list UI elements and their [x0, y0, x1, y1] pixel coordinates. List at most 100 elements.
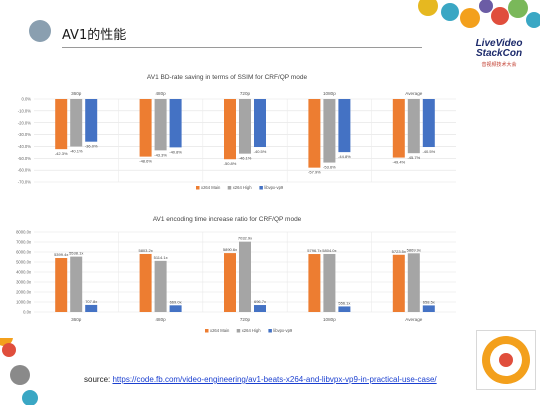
bar: [422, 305, 435, 312]
data-label: 669.0x: [170, 299, 182, 304]
data-label: -48.6%: [139, 159, 152, 164]
category-label: 1080p: [323, 317, 336, 322]
y-tick-label: 0.0x: [23, 310, 32, 315]
bar: [169, 99, 182, 148]
bar: [169, 305, 182, 312]
data-label: 5399.4x: [54, 252, 68, 257]
legend-entry: x264 High: [233, 185, 253, 190]
y-tick-label: 7000.0x: [16, 240, 32, 245]
bar: [85, 304, 98, 312]
bar: [392, 254, 405, 312]
y-tick-label: -60.0%: [18, 168, 32, 173]
bubble-tr-1: [418, 0, 438, 16]
slide-title: AV1的性能: [62, 28, 127, 43]
bubble-left-red: [2, 343, 16, 357]
bar: [392, 99, 405, 158]
data-label: 5869.9x: [407, 247, 421, 252]
data-label: -40.8%: [169, 149, 182, 154]
encoding-time-chart-svg: AV1 encoding time increase ratio for CRF…: [16, 216, 456, 333]
bubble-tr-3: [460, 8, 480, 28]
legend-swatch: [196, 186, 200, 190]
data-label: -40.1%: [70, 149, 83, 154]
bar: [254, 99, 266, 148]
legend-entry: libvpx-vp9: [264, 185, 284, 190]
bar: [308, 254, 321, 312]
bubble-tr-4: [479, 0, 493, 13]
logo-text-stackcon: StackCon: [475, 48, 523, 59]
bar: [239, 241, 251, 312]
data-label: 658.5x: [423, 299, 435, 304]
bar: [70, 99, 83, 147]
bar: [338, 99, 351, 153]
bubble-left-grey: [10, 365, 30, 385]
conference-logo: LiveVideo StackCon 音视频技术大会: [470, 30, 528, 72]
data-label: 5538.1x: [69, 251, 83, 256]
category-label: 720p: [240, 317, 251, 322]
bar: [139, 99, 152, 157]
bar: [154, 99, 167, 151]
data-label: 5804.0x: [322, 248, 336, 253]
y-tick-label: 6000.0x: [16, 250, 32, 255]
category-label: 480p: [155, 91, 166, 96]
chart-title: AV1 BD-rate saving in terms of SSIM for …: [147, 74, 308, 81]
legend-entry: libvpx-vp9: [273, 328, 293, 333]
legend-swatch: [268, 329, 272, 333]
bar: [85, 99, 98, 142]
bd-rate-chart-svg: AV1 BD-rate saving in terms of SSIM for …: [18, 74, 456, 190]
bar: [154, 260, 167, 312]
y-tick-label: 2000.0x: [16, 290, 32, 295]
data-label: 5803.2x: [138, 248, 152, 253]
bar: [70, 256, 83, 312]
data-label: 556.1x: [338, 300, 350, 305]
data-label: 5114.1x: [154, 255, 168, 260]
y-tick-label: 8000.0x: [16, 230, 32, 235]
source-link[interactable]: https://code.fb.com/video-engineering/av…: [112, 375, 437, 384]
bar: [55, 258, 68, 312]
bubble-top-teal: [29, 20, 51, 42]
legend-swatch: [236, 329, 241, 333]
bar: [139, 253, 152, 312]
data-label: -49.4%: [392, 160, 405, 165]
category-label: 480p: [155, 317, 166, 322]
decor-bubbles-top-right: [418, 0, 540, 28]
category-label: 360p: [71, 91, 82, 96]
legend-entry: x264 High: [242, 328, 262, 333]
category-label: 720p: [240, 91, 251, 96]
bubble-left-teal: [22, 390, 38, 405]
data-label: 5796.7x: [307, 248, 321, 253]
legend-entry: x264 Main: [201, 185, 221, 190]
data-label: -40.5%: [254, 149, 267, 154]
title-divider: [62, 47, 422, 48]
bar: [224, 99, 236, 160]
data-label: 707.8x: [85, 299, 97, 304]
category-label: 1080p: [323, 91, 336, 96]
legend-swatch: [259, 186, 263, 190]
legend-swatch: [227, 186, 232, 190]
bar: [239, 99, 251, 154]
data-label: 696.7x: [254, 299, 266, 304]
chart-title: AV1 encoding time increase ratio for CRF…: [153, 216, 302, 223]
bar: [308, 99, 321, 168]
badge-center-dot: [499, 353, 513, 367]
bar: [254, 305, 266, 312]
legend-swatch: [205, 329, 209, 333]
bubble-tr-2: [441, 3, 459, 21]
bar: [323, 99, 336, 163]
data-label: -36.0%: [85, 144, 98, 149]
data-label: -46.1%: [239, 156, 252, 161]
data-label: -44.8%: [338, 154, 351, 159]
y-tick-label: -40.0%: [18, 144, 32, 149]
bar: [338, 306, 351, 312]
y-tick-label: 5000.0x: [16, 260, 32, 265]
data-label: -45.7%: [407, 155, 420, 160]
y-tick-label: -70.0%: [18, 180, 32, 185]
av1-badge: [476, 330, 536, 390]
category-label: Average: [405, 317, 422, 322]
y-tick-label: -10.0%: [18, 108, 32, 113]
bd-rate-chart: AV1 BD-rate saving in terms of SSIM for …: [0, 68, 474, 203]
y-tick-label: -30.0%: [18, 132, 32, 137]
bubble-tr-5: [491, 7, 509, 25]
source-prefix: source:: [84, 375, 113, 384]
bar: [55, 99, 68, 150]
data-label: -42.3%: [55, 151, 68, 156]
